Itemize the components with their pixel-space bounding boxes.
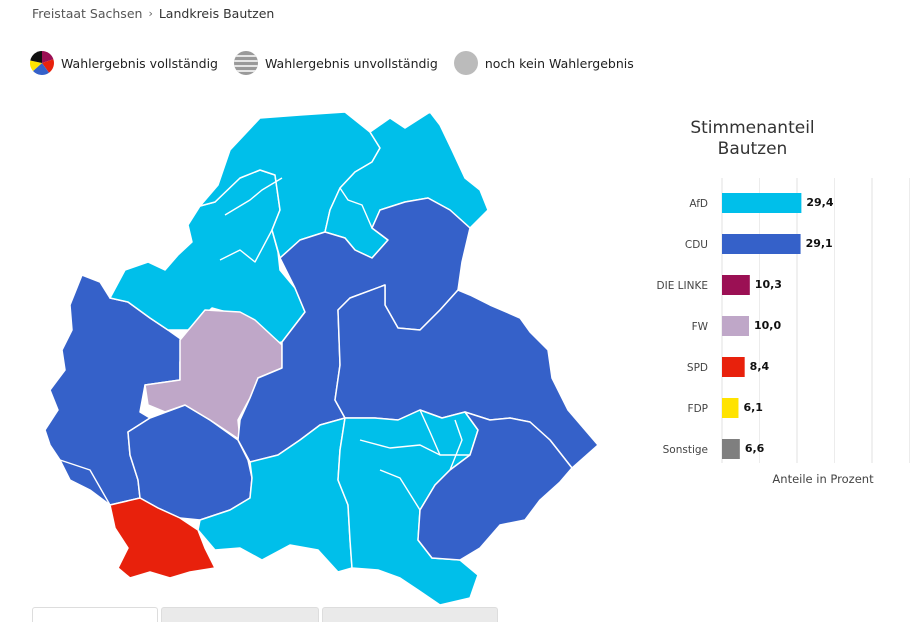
district-map — [44, 111, 599, 606]
grey-circle-icon — [453, 51, 478, 75]
data-label: 10,0 — [754, 319, 781, 332]
map-region-center[interactable] — [144, 309, 283, 441]
chart-title-line-1: Stimmenanteil — [690, 118, 815, 138]
map-legend: Wahlergebnis vollständig Wahlergebnis un… — [30, 51, 650, 75]
view-tabs — [32, 607, 501, 622]
x-axis-label: Anteile in Prozent — [772, 472, 874, 486]
tab-3[interactable] — [322, 607, 498, 622]
data-label: 6,1 — [743, 401, 763, 414]
bar — [722, 234, 801, 254]
tab-1[interactable] — [32, 607, 158, 622]
breadcrumb-link-sachsen[interactable]: Freistaat Sachsen — [32, 6, 143, 21]
bar — [722, 439, 740, 459]
chart-title: Stimmenanteil Bautzen — [690, 118, 815, 160]
legend-label-incomplete: Wahlergebnis unvollständig — [265, 55, 438, 71]
data-label: 29,4 — [806, 196, 833, 209]
bar-chart: AfD 29,4 CDU 29,1 DIE LINKE 10,3 FW 10,0 SPD 8,4 F… — [657, 178, 910, 486]
striped-circle-icon — [234, 51, 258, 75]
category-label: SPD — [687, 362, 708, 374]
legend-label-complete: Wahlergebnis vollständig — [61, 55, 218, 71]
category-label: DIE LINKE — [657, 280, 708, 292]
category-label: CDU — [685, 239, 708, 251]
legend-item-incomplete: Wahlergebnis unvollständig — [234, 51, 438, 75]
data-label: 29,1 — [806, 237, 833, 250]
legend-item-complete: Wahlergebnis vollständig — [30, 51, 218, 75]
bar — [722, 275, 750, 295]
data-label: 8,4 — [750, 360, 770, 373]
tab-2[interactable] — [161, 607, 319, 622]
chart-title-line-2: Bautzen — [717, 139, 788, 159]
category-label: AfD — [689, 198, 708, 210]
breadcrumb: Freistaat Sachsen › Landkreis Bautzen — [32, 6, 274, 21]
legend-item-none: noch kein Wahlergebnis — [453, 51, 634, 75]
category-label: FDP — [688, 403, 708, 415]
bar — [722, 316, 749, 336]
bar — [722, 398, 739, 418]
category-label: FW — [692, 321, 709, 333]
bar — [722, 357, 745, 377]
breadcrumb-current: Landkreis Bautzen — [158, 6, 275, 21]
map-region-south-east[interactable] — [417, 411, 573, 561]
bar — [722, 193, 802, 213]
legend-label-none: noch kein Wahlergebnis — [484, 55, 634, 71]
map-region-south-center[interactable] — [197, 417, 353, 573]
category-label: Sonstige — [663, 444, 708, 456]
data-label: 10,3 — [755, 278, 782, 291]
map-region-south-west[interactable] — [109, 497, 216, 579]
pie-icon — [30, 51, 54, 75]
breadcrumb-separator-icon: › — [148, 7, 153, 20]
data-label: 6,6 — [745, 442, 765, 455]
